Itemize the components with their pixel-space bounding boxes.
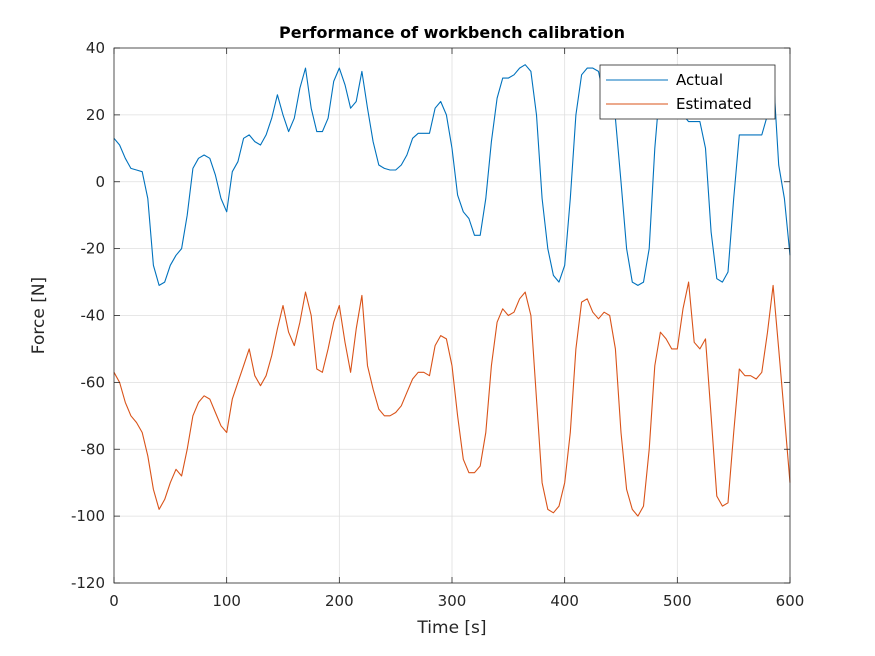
chart-title: Performance of workbench calibration: [279, 23, 625, 42]
x-axis-label: Time [s]: [416, 618, 486, 638]
y-tick-label: -120: [71, 574, 105, 592]
x-tick-label: 100: [212, 592, 241, 610]
y-axis-label: Force [N]: [29, 277, 49, 354]
x-tick-label: 500: [663, 592, 692, 610]
y-tick-label: 0: [95, 173, 105, 191]
x-tick-label: 0: [109, 592, 119, 610]
x-tick-label: 400: [550, 592, 579, 610]
legend-box: [599, 64, 776, 120]
y-tick-label: 40: [86, 39, 105, 57]
y-tick-label: -100: [71, 507, 105, 525]
y-tick-label: -80: [81, 440, 106, 458]
x-tick-label: 300: [438, 592, 467, 610]
x-tick-label: 200: [325, 592, 354, 610]
y-tick-label: -20: [81, 240, 106, 258]
series-line-estimated: [113, 281, 791, 517]
legend: Actual Estimated: [599, 64, 776, 120]
axis-ticks: 0 100 200 300 400 500 600 -120 -100 -80 -60 -40 -20 0…: [71, 39, 804, 610]
y-tick-label: -40: [81, 307, 106, 325]
grid-lines: [114, 48, 790, 583]
legend-label-actual: Actual: [676, 71, 723, 89]
legend-label-estimated: Estimated: [676, 95, 752, 113]
x-tick-label: 600: [776, 592, 805, 610]
y-tick-label: 20: [86, 106, 105, 124]
y-tick-label: -60: [81, 373, 106, 391]
